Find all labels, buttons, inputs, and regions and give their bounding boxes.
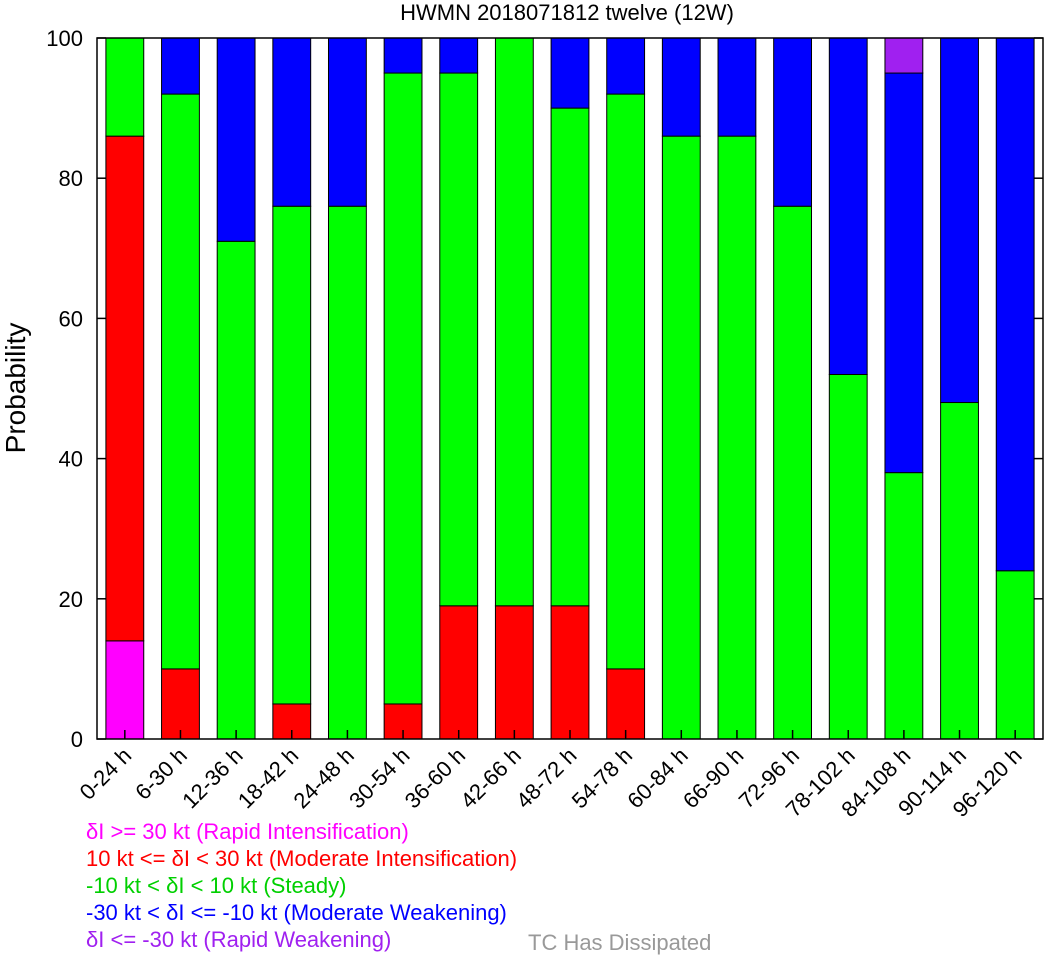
bar-segment [106, 641, 144, 739]
x-tick-label: 24-48 h [289, 743, 359, 813]
bar-segment [941, 38, 979, 403]
legend-steady: -10 kt < δI < 10 kt (Steady) [86, 872, 517, 899]
bar-segment [885, 38, 923, 73]
bar-segment [217, 241, 255, 739]
y-tick-label: 40 [59, 447, 83, 472]
bar-segment [996, 571, 1034, 739]
bar-segment [607, 38, 645, 94]
bar-segment [607, 94, 645, 669]
y-tick-label: 20 [59, 587, 83, 612]
bar-segment [217, 38, 255, 241]
chart-title: HWMN 2018071812 twelve (12W) [400, 0, 734, 25]
bar-segment [328, 206, 366, 739]
bar-segment [941, 403, 979, 739]
bar-segment [551, 606, 589, 739]
bar-segment [162, 38, 200, 94]
bar-segment [440, 38, 478, 73]
bar-segment [774, 38, 812, 206]
bar-segment [106, 38, 144, 136]
bar-segment [273, 206, 311, 704]
bar-segment [106, 136, 144, 641]
x-axis: 0-24 h6-30 h12-36 h18-42 h24-48 h30-54 h… [75, 730, 1027, 822]
bar-segment [718, 38, 756, 136]
y-tick-label: 0 [71, 727, 83, 752]
legend-moderate-weakening: -30 kt < δI <= -10 kt (Moderate Weakenin… [86, 899, 517, 926]
bar-segment [996, 38, 1034, 571]
x-tick-label: 12-36 h [177, 743, 247, 813]
x-tick-label: 30-54 h [344, 743, 414, 813]
bar-segment [162, 669, 200, 739]
legend-tc-dissipated: TC Has Dissipated [528, 929, 711, 956]
x-tick-label: 0-24 h [75, 743, 137, 805]
bar-segment [440, 73, 478, 606]
x-tick-label: 48-72 h [511, 743, 581, 813]
bar-segment [607, 669, 645, 739]
bar-segment [551, 38, 589, 108]
bar-segment [495, 606, 533, 739]
legend: δI >= 30 kt (Rapid Intensification) 10 k… [86, 818, 517, 953]
legend-rapid-intensification: δI >= 30 kt (Rapid Intensification) [86, 818, 517, 845]
y-tick-label: 80 [59, 166, 83, 191]
bar-segment [885, 473, 923, 739]
y-axis-label: Probability [0, 323, 31, 454]
bar-segment [162, 94, 200, 669]
y-tick-label: 60 [59, 306, 83, 331]
x-tick-label: 36-60 h [400, 743, 470, 813]
x-tick-label: 42-66 h [455, 743, 525, 813]
bar-segment [328, 38, 366, 206]
x-tick-label: 60-84 h [622, 743, 692, 813]
bar-segment [662, 38, 700, 136]
y-tick-label: 100 [46, 26, 83, 51]
bar-segment [662, 136, 700, 739]
bar-segment [774, 206, 812, 739]
bar-segment [885, 73, 923, 473]
x-tick-label: 54-78 h [567, 743, 637, 813]
bars-group [106, 38, 1034, 739]
x-tick-label: 18-42 h [233, 743, 303, 813]
legend-rapid-weakening: δI <= -30 kt (Rapid Weakening) [86, 926, 517, 953]
bar-segment [718, 136, 756, 739]
bar-segment [551, 108, 589, 606]
bar-segment [273, 38, 311, 206]
bar-segment [495, 38, 533, 606]
bar-segment [384, 73, 422, 704]
bar-segment [829, 374, 867, 739]
bar-segment [440, 606, 478, 739]
legend-moderate-intensification: 10 kt <= δI < 30 kt (Moderate Intensific… [86, 845, 517, 872]
probability-bar-chart: HWMN 2018071812 twelve (12W) Probability… [0, 0, 1057, 959]
x-tick-label: 66-90 h [678, 743, 748, 813]
bar-segment [829, 38, 867, 374]
bar-segment [384, 38, 422, 73]
